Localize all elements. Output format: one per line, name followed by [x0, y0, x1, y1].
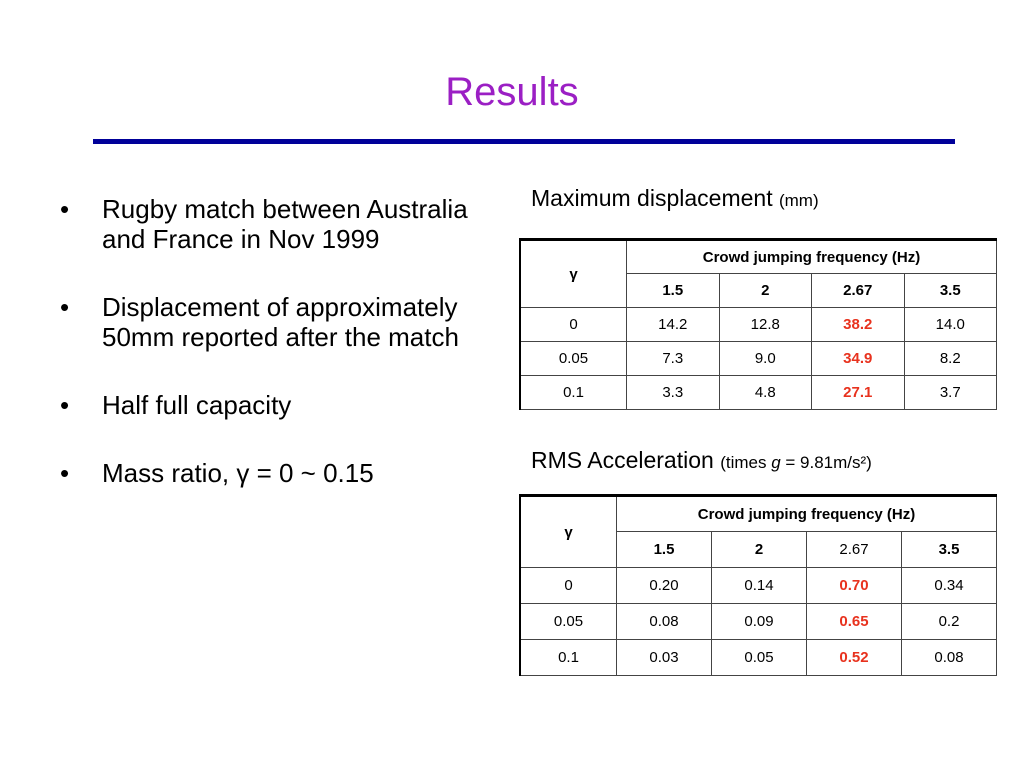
table-cell: 0.20	[616, 567, 712, 604]
table-cell: 0	[519, 567, 617, 604]
table-cell: 9.0	[718, 341, 812, 376]
title-rule	[93, 139, 955, 144]
bullet-list: Rugby match between Australia and France…	[60, 194, 500, 526]
table-cell: 0.08	[901, 639, 997, 676]
table-cell: 0.05	[519, 603, 617, 640]
column-header: 2.67	[811, 273, 905, 308]
table-cell: 0.52	[806, 639, 902, 676]
table-cell: 34.9	[811, 341, 905, 376]
table-cell: 7.3	[626, 341, 720, 376]
table-cell: 0.2	[901, 603, 997, 640]
table-cell: 14.2	[626, 307, 720, 342]
bullet: Half full capacity	[60, 390, 500, 420]
table-cell: 0.70	[806, 567, 902, 604]
caption-note: g	[771, 453, 781, 472]
table-cell: 0.1	[519, 375, 627, 410]
column-header: 3.5	[903, 273, 997, 308]
table-caption: Maximum displacement (mm)	[531, 185, 819, 212]
column-header: 2	[718, 273, 812, 308]
table-cell: 0.09	[711, 603, 807, 640]
table-cell: 4.8	[718, 375, 812, 410]
table-cell: 38.2	[811, 307, 905, 342]
header-row: γ Crowd jumping frequency (Hz)	[519, 495, 997, 568]
column-header: 3.5	[901, 531, 997, 568]
corner-cell: γ	[519, 239, 627, 308]
table-cell: 27.1	[811, 375, 905, 410]
slide-title: Results	[445, 70, 579, 114]
data-table: γ Crowd jumping frequency (Hz) 1.5 2 2.67 3.5…	[519, 494, 997, 676]
table-cell: 0.05	[519, 341, 627, 376]
table-row: 0.05 7.3 9.0 34.9 8.2	[519, 341, 997, 376]
caption-text: Maximum displacement	[531, 185, 773, 211]
table-cell: 0	[519, 307, 627, 342]
bullet: Displacement of approximately 50mm repor…	[60, 292, 500, 352]
caption-note: (times	[720, 453, 772, 472]
table-cell: 0.14	[711, 567, 807, 604]
table-cell: 0.05	[711, 639, 807, 676]
table-cell: 14.0	[903, 307, 997, 342]
table-row: 0 0.20 0.14 0.70 0.34	[519, 567, 997, 604]
table-row: 0.1 0.03 0.05 0.52 0.08	[519, 639, 997, 676]
table-cell: 0.65	[806, 603, 902, 640]
header-row: γ Crowd jumping frequency (Hz)	[519, 239, 997, 308]
caption-text: RMS Acceleration	[531, 447, 714, 473]
table-row: 0.1 3.3 4.8 27.1 3.7	[519, 375, 997, 410]
table-row: 0.05 0.08 0.09 0.65 0.2	[519, 603, 997, 640]
table-cell: 0.03	[616, 639, 712, 676]
column-header: 1.5	[626, 273, 720, 308]
caption-note: = 9.81m/s²)	[780, 453, 872, 472]
corner-cell: γ	[519, 495, 617, 568]
column-header: 1.5	[616, 531, 712, 568]
table-caption: RMS Acceleration (times g = 9.81m/s²)	[531, 447, 872, 474]
table-row: 0 14.2 12.8 38.2 14.0	[519, 307, 997, 342]
table-cell: 3.3	[626, 375, 720, 410]
bullet: Mass ratio, γ = 0 ~ 0.15	[60, 458, 500, 488]
table-cell: 0.1	[519, 639, 617, 676]
header-row: 1.5 2 2.67 3.5	[520, 531, 997, 568]
column-header: 2.67	[806, 531, 902, 568]
table-cell: 8.2	[903, 341, 997, 376]
table-cell: 12.8	[718, 307, 812, 342]
caption-note: (mm)	[778, 191, 819, 210]
group-header: Crowd jumping frequency (Hz)	[616, 495, 997, 532]
data-table: γ Crowd jumping frequency (Hz) 1.5 2 2.67 3.5…	[519, 238, 997, 410]
group-header: Crowd jumping frequency (Hz)	[626, 239, 997, 274]
table-cell: 0.08	[616, 603, 712, 640]
column-header: 2	[711, 531, 807, 568]
table-cell: 3.7	[903, 375, 997, 410]
bullet: Rugby match between Australia and France…	[60, 194, 500, 254]
table-cell: 0.34	[901, 567, 997, 604]
